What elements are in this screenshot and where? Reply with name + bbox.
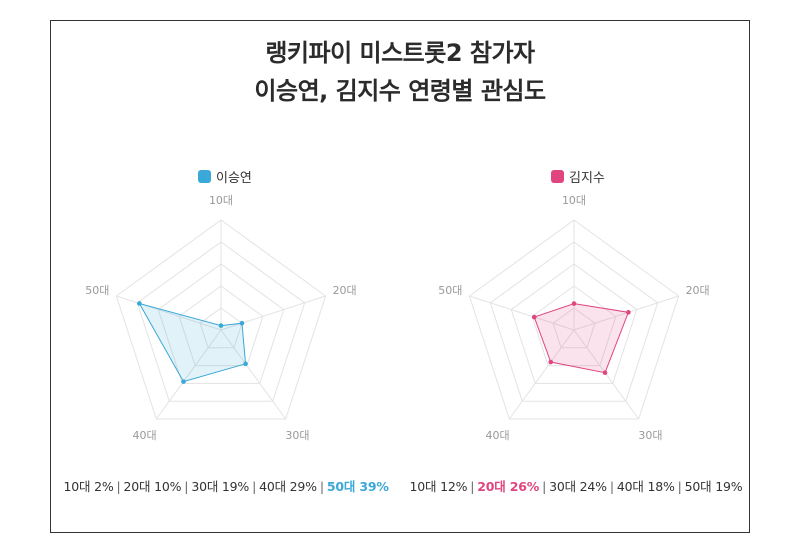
grid-spoke (508, 329, 575, 420)
series-area (138, 302, 247, 383)
summary-item: 30대 24% (549, 479, 607, 494)
summary-separator: | (116, 479, 121, 494)
grid-ring (510, 263, 638, 384)
data-point (243, 361, 248, 367)
grid-spoke (220, 329, 287, 420)
data-point (548, 359, 554, 365)
title-line-1: 랭키파이 미스트롯2 참가자 (265, 39, 535, 67)
summary-item: 50대 19% (684, 479, 743, 494)
summary-item: 30대 19% (191, 479, 250, 494)
data-point (239, 320, 245, 326)
grid-spoke (116, 295, 222, 331)
series-area (533, 303, 630, 374)
summary-separator: | (609, 479, 614, 494)
chart-title: 랭키파이 미스트롯2 참가자 이승연, 김지수 연령별 관심도 (0, 34, 800, 110)
data-point (531, 314, 537, 320)
summary-item: 10대 2% (63, 479, 114, 494)
legend: 이승연 (198, 170, 252, 186)
grid-spoke (469, 295, 575, 331)
grid-ring (489, 241, 659, 402)
grid-ring (531, 285, 617, 367)
category-label: 30대 (285, 429, 309, 442)
radar-chart-1: 김지수 10대 20대 30대 40대 50대 (438, 170, 710, 442)
summary-separator: | (677, 479, 682, 494)
summary-separator: | (319, 479, 324, 494)
legend-swatch (198, 170, 211, 183)
grid-ring (157, 263, 285, 384)
category-label: 10대 (209, 194, 233, 207)
summary-item: 10대 12% (409, 479, 468, 494)
legend-swatch (551, 170, 564, 183)
grid-ring (136, 241, 306, 402)
grid-ring (552, 307, 596, 349)
chart-frame (50, 20, 750, 533)
category-label: 20대 (686, 284, 710, 297)
data-point (602, 370, 608, 376)
summary-kim: 10대 12% | 20대 26% | 30대 24% | 40대 18% | 50대 19% (410, 476, 743, 495)
data-point (218, 323, 224, 328)
summary-item: 50대 39% (326, 479, 389, 494)
summary-separator: | (252, 479, 257, 494)
grid-ring (115, 219, 327, 420)
summary-item: 20대 26% (477, 479, 540, 494)
title-line-2: 이승연, 김지수 연령별 관심도 (254, 77, 546, 105)
legend-label: 김지수 (569, 171, 605, 186)
data-point (137, 301, 142, 306)
grid-spoke (155, 329, 222, 420)
summary-separator: | (470, 479, 475, 494)
legend: 김지수 (551, 170, 605, 186)
category-label: 50대 (85, 284, 109, 297)
category-label: 30대 (638, 429, 662, 442)
data-point (571, 301, 577, 306)
grid-ring (178, 285, 264, 367)
summary-lee: 10대 2% | 20대 10% | 30대 19% | 40대 29% | 50대 39% (64, 476, 389, 495)
category-label: 40대 (486, 429, 510, 442)
category-label: 20대 (333, 284, 357, 297)
grid-ring (468, 219, 680, 420)
category-label: 50대 (438, 284, 462, 297)
category-label: 10대 (562, 194, 586, 207)
summary-separator: | (542, 479, 547, 494)
summary-separator: | (184, 479, 189, 494)
grid-spoke (220, 295, 326, 331)
data-point (626, 310, 631, 315)
radar-chart-0: 이승연 10대 20대 30대 40대 50대 (85, 170, 357, 442)
summary-item: 40대 29% (259, 479, 317, 494)
legend-label: 이승연 (216, 171, 252, 186)
category-label: 40대 (133, 429, 157, 442)
data-point (181, 379, 186, 384)
summary-item: 20대 10% (123, 479, 182, 494)
summary-item: 40대 18% (616, 479, 675, 494)
